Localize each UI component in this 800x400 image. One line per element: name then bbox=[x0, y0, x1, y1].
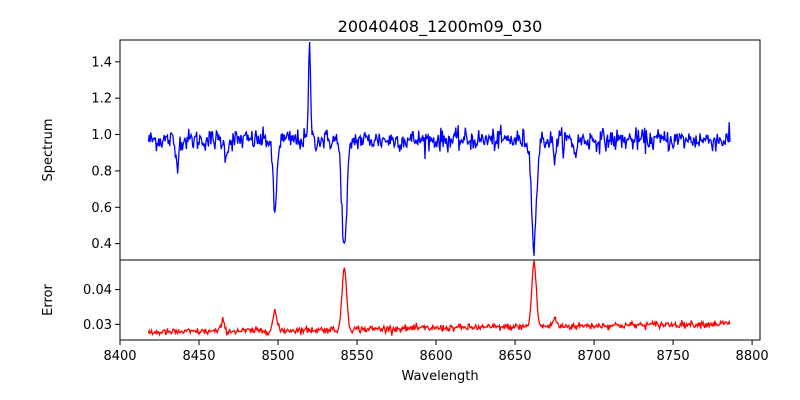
error-axes-frame bbox=[119, 259, 761, 341]
error-panel: 0.03 0.04 8400 8450 8500 8550 8600 8650 8700 875… bbox=[41, 259, 769, 384]
x-tick-label: 8800 bbox=[736, 349, 769, 364]
spectrum-y-ticks: 0.4 0.6 0.8 1.0 1.2 1.4 bbox=[91, 55, 120, 252]
x-axis-label: Wavelength bbox=[401, 369, 478, 384]
x-tick-label: 8450 bbox=[182, 349, 215, 364]
y-tick-label: 0.6 bbox=[91, 201, 112, 216]
chart-title: 20040408_1200m09_030 bbox=[338, 17, 543, 37]
error-x-ticks: 8400 8450 8500 8550 8600 8650 8700 8750 8800 bbox=[103, 340, 769, 364]
error-y-ticks: 0.03 0.04 bbox=[83, 283, 120, 333]
x-tick-label: 8650 bbox=[499, 349, 532, 364]
x-tick-label: 8550 bbox=[340, 349, 373, 364]
x-tick-label: 8700 bbox=[578, 349, 611, 364]
spectrum-y-axis-label: Spectrum bbox=[41, 119, 56, 182]
y-tick-label: 1.2 bbox=[91, 92, 112, 107]
y-tick-label: 0.4 bbox=[91, 237, 112, 252]
x-tick-label: 8500 bbox=[261, 349, 294, 364]
y-tick-label: 0.8 bbox=[91, 164, 112, 179]
error-series-layer bbox=[147, 260, 731, 337]
error-line bbox=[147, 260, 731, 337]
y-tick-label: 1.4 bbox=[91, 55, 112, 70]
y-tick-label: 0.03 bbox=[83, 318, 112, 333]
x-tick-label: 8750 bbox=[657, 349, 690, 364]
y-tick-label: 0.04 bbox=[83, 283, 112, 298]
error-y-axis-label: Error bbox=[41, 284, 56, 316]
x-tick-label: 8600 bbox=[420, 349, 453, 364]
spectrum-line bbox=[147, 41, 731, 256]
spectrum-series-layer bbox=[147, 41, 731, 256]
y-tick-label: 1.0 bbox=[91, 128, 112, 143]
x-tick-label: 8400 bbox=[103, 349, 136, 364]
